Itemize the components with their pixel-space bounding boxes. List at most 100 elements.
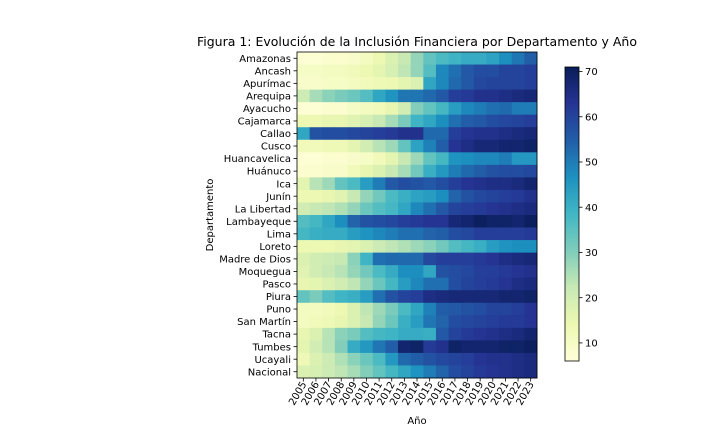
heatmap-cell <box>297 164 311 178</box>
y-tick-label: Cajamarca <box>238 117 291 128</box>
heatmap-cell <box>486 64 500 78</box>
heatmap-cell <box>372 102 386 116</box>
heatmap-cell <box>309 127 323 141</box>
y-tick-label: Lima <box>267 229 291 240</box>
heatmap-cell <box>385 89 399 103</box>
heatmap-cell <box>524 277 538 291</box>
heatmap-cell <box>461 139 475 153</box>
heatmap-cell <box>486 315 500 329</box>
heatmap-cell <box>309 277 323 291</box>
heatmap-cell <box>360 52 374 65</box>
heatmap-cell <box>372 252 386 266</box>
heatmap-cell <box>322 302 336 316</box>
heatmap-cell <box>334 189 348 203</box>
heatmap-cell <box>435 290 449 304</box>
heatmap-cell <box>473 265 487 279</box>
heatmap-cell <box>511 77 525 91</box>
heatmap-cell <box>385 352 399 366</box>
heatmap-cell <box>322 265 336 279</box>
heatmap-cell <box>435 52 449 65</box>
heatmap-cell <box>524 227 538 241</box>
heatmap-cell <box>524 127 538 141</box>
heatmap-cell <box>410 77 424 91</box>
y-tick-label: San Martín <box>237 316 291 328</box>
heatmap-cell <box>461 227 475 241</box>
heatmap-cell <box>309 365 323 379</box>
heatmap-cell <box>347 64 361 78</box>
heatmap-cell <box>385 102 399 116</box>
heatmap-cell <box>511 189 525 203</box>
y-tick-label: Puno <box>266 305 291 316</box>
y-tick-label: Madre de Dios <box>219 254 291 265</box>
heatmap-cell <box>410 202 424 216</box>
heatmap-cell <box>297 215 311 228</box>
heatmap-cell <box>360 77 374 91</box>
heatmap-cell <box>398 189 412 203</box>
heatmap-cell <box>347 252 361 266</box>
heatmap-cell <box>309 114 323 128</box>
heatmap-cell <box>435 252 449 266</box>
heatmap-cell <box>435 215 449 228</box>
heatmap-cell <box>347 102 361 116</box>
heatmap-cell <box>448 52 462 65</box>
heatmap-cell <box>435 340 449 354</box>
heatmap-cell <box>347 127 361 141</box>
heatmap-cell <box>461 102 475 116</box>
heatmap-cell <box>360 340 374 354</box>
heatmap-cell <box>524 177 538 191</box>
heatmap-cell <box>435 114 449 128</box>
heatmap-cell <box>461 215 475 228</box>
heatmap-cell <box>499 252 513 266</box>
y-tick-label: Moquegua <box>239 267 291 278</box>
heatmap-cell <box>372 302 386 316</box>
heatmap-cell <box>410 114 424 128</box>
heatmap-cell <box>511 277 525 291</box>
heatmap-cell <box>410 89 424 103</box>
heatmap-cell <box>524 290 538 304</box>
heatmap-cell <box>309 102 323 116</box>
colorbar-ticks: 10 20 30 40 50 60 70 <box>579 67 598 350</box>
heatmap-cell <box>334 114 348 128</box>
y-tick-label: La Libertad <box>235 204 291 215</box>
heatmap-cell <box>461 302 475 316</box>
heatmap-cell <box>524 189 538 203</box>
heatmap-cell <box>461 352 475 366</box>
heatmap-cell <box>461 202 475 216</box>
heatmap-cell <box>473 277 487 291</box>
heatmap-cell <box>461 252 475 266</box>
heatmap-cell <box>511 227 525 241</box>
heatmap-cell <box>322 215 336 228</box>
heatmap-cell <box>398 164 412 178</box>
heatmap-cell <box>423 290 437 304</box>
heatmap-cell <box>334 227 348 241</box>
heatmap-cell <box>511 352 525 366</box>
heatmap-cell <box>499 277 513 291</box>
heatmap-cell <box>524 240 538 254</box>
heatmap-cell <box>435 64 449 78</box>
heatmap-cell <box>499 265 513 279</box>
heatmap-cell <box>473 127 487 141</box>
heatmap-cell <box>423 189 437 203</box>
heatmap-cell <box>360 277 374 291</box>
heatmap-cell <box>322 315 336 329</box>
heatmap-cell <box>322 114 336 128</box>
heatmap-cell <box>423 365 437 379</box>
heatmap-cell <box>524 139 538 153</box>
heatmap-cell <box>524 365 538 379</box>
heatmap-cell <box>398 302 412 316</box>
heatmap-cell <box>360 315 374 329</box>
heatmap-cell <box>297 189 311 203</box>
heatmap-cell <box>398 177 412 191</box>
colorbar-tick-label: 10 <box>585 339 598 350</box>
heatmap-cell <box>398 127 412 141</box>
heatmap-cell <box>499 302 513 316</box>
heatmap-cell <box>360 102 374 116</box>
heatmap-cell <box>360 215 374 228</box>
heatmap-cell <box>360 327 374 341</box>
heatmap-cell <box>297 265 311 279</box>
heatmap-cell <box>461 64 475 78</box>
heatmap-cell <box>334 290 348 304</box>
heatmap-cell <box>398 52 412 65</box>
heatmap-cell <box>524 77 538 91</box>
heatmap-cell <box>410 102 424 116</box>
